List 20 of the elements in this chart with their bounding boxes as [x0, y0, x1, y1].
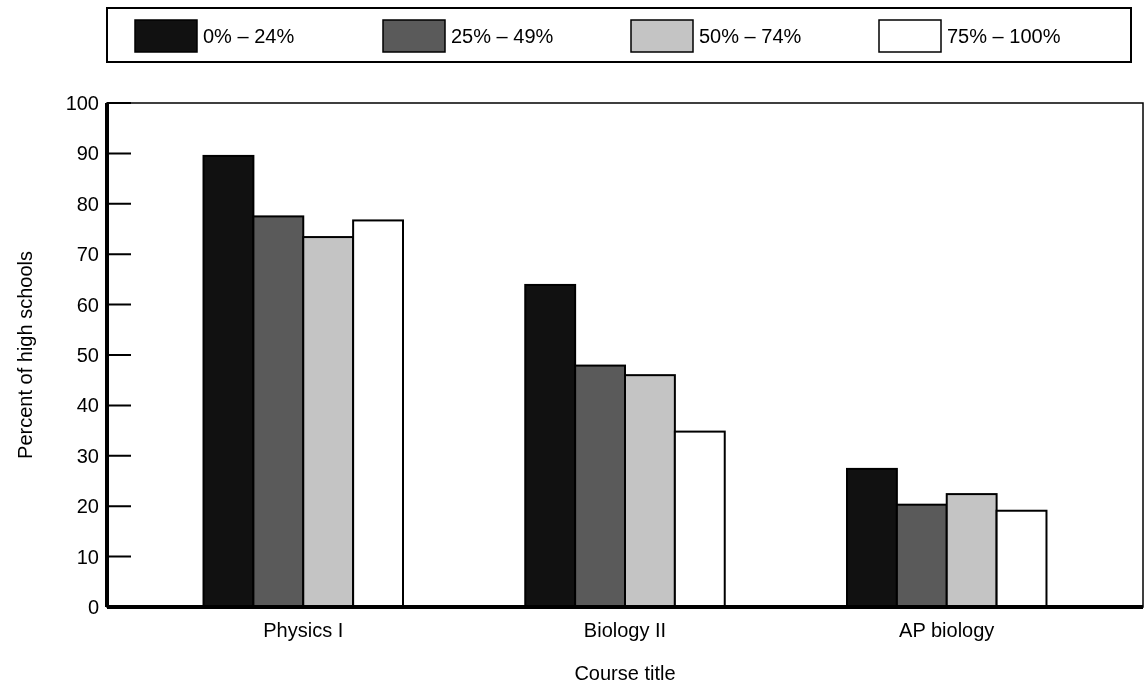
y-tick-label: 20: [76, 495, 99, 518]
legend-label: 0% – 24%: [203, 25, 295, 47]
x-axis-title: Course title: [574, 662, 676, 684]
y-tick-label: 0: [87, 595, 99, 618]
x-tick-label: Physics I: [263, 619, 344, 641]
y-tick-label: 30: [76, 444, 99, 467]
y-tick-label: 70: [76, 243, 99, 266]
x-tick-label: Biology II: [583, 619, 667, 641]
x-tick-label: AP biology: [899, 619, 995, 641]
y-tick-label: 60: [76, 293, 99, 316]
y-tick-label: 100: [65, 91, 99, 114]
y-axis-title: Percent of high schools: [14, 251, 36, 459]
y-tick-label: 10: [76, 545, 99, 568]
legend-label: 75% – 100%: [947, 25, 1061, 47]
y-tick-label: 40: [76, 394, 99, 417]
legend-label: 50% – 74%: [699, 25, 802, 47]
y-tick-label: 50: [76, 343, 99, 366]
y-tick-label: 90: [76, 142, 99, 165]
legend-label: 25% – 49%: [451, 25, 554, 47]
y-tick-label: 80: [76, 192, 99, 215]
